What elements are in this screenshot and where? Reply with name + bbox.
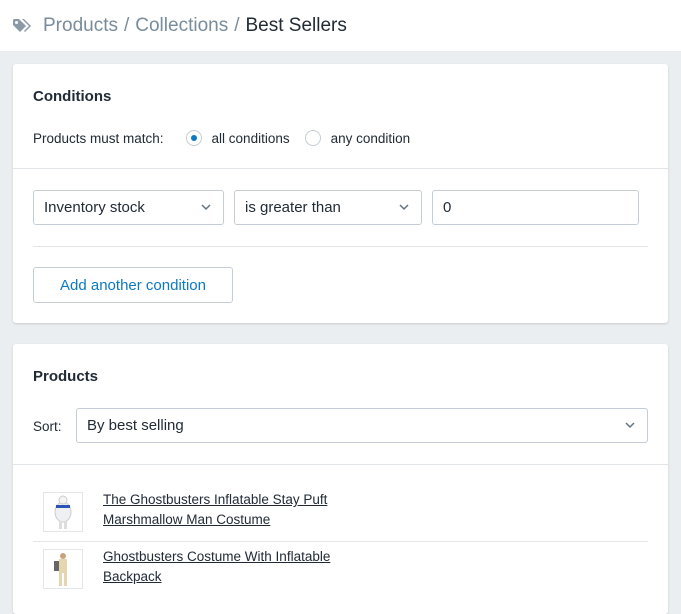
chevron-down-icon bbox=[625, 422, 635, 429]
radio-all-conditions[interactable] bbox=[185, 130, 202, 146]
breadcrumb-products[interactable]: Products bbox=[43, 14, 118, 36]
condition-operator-select[interactable]: is greater than bbox=[234, 190, 422, 225]
breadcrumb-collections[interactable]: Collections bbox=[135, 14, 229, 36]
radio-all-label[interactable]: all conditions bbox=[211, 130, 290, 146]
conditions-card: Conditions Products must match: all cond… bbox=[13, 64, 668, 323]
tag-icon bbox=[13, 18, 31, 32]
breadcrumb-separator: / bbox=[123, 14, 130, 36]
add-condition-button[interactable]: Add another condition bbox=[33, 267, 233, 303]
radio-any-label[interactable]: any condition bbox=[330, 130, 411, 146]
products-card: Products Sort: By best selling The Ghost… bbox=[13, 344, 668, 614]
product-thumbnail bbox=[43, 492, 83, 532]
product-link[interactable]: The Ghostbusters Inflatable Stay Puft Ma… bbox=[103, 492, 328, 527]
divider bbox=[13, 464, 668, 465]
chevron-down-icon bbox=[399, 204, 409, 211]
condition-field-select[interactable]: Inventory stock bbox=[33, 190, 224, 225]
match-label: Products must match: bbox=[33, 130, 164, 146]
divider bbox=[33, 246, 648, 247]
divider bbox=[13, 168, 668, 169]
product-link[interactable]: Ghostbusters Costume With Inflatable Bac… bbox=[103, 549, 331, 584]
breadcrumb: Products / Collections / Best Sellers bbox=[0, 0, 681, 51]
divider bbox=[33, 541, 648, 542]
condition-field-value: Inventory stock bbox=[44, 199, 145, 216]
radio-any-condition[interactable] bbox=[304, 130, 321, 146]
condition-value-input[interactable]: 0 bbox=[432, 190, 639, 225]
page-title: Best Sellers bbox=[245, 14, 347, 36]
chevron-down-icon bbox=[201, 204, 211, 211]
sort-label: Sort: bbox=[33, 419, 62, 434]
breadcrumb-separator: / bbox=[234, 14, 240, 36]
list-item: Ghostbusters Costume With Inflatable Bac… bbox=[43, 549, 363, 589]
conditions-title: Conditions bbox=[33, 88, 112, 105]
condition-value: 0 bbox=[443, 199, 452, 216]
match-row: Products must match: all conditions any … bbox=[33, 130, 410, 146]
sort-select[interactable]: By best selling bbox=[76, 408, 648, 443]
sort-value: By best selling bbox=[87, 417, 184, 434]
products-title: Products bbox=[33, 368, 99, 385]
product-thumbnail bbox=[43, 549, 83, 589]
condition-operator-value: is greater than bbox=[245, 199, 341, 216]
list-item: The Ghostbusters Inflatable Stay Puft Ma… bbox=[43, 492, 363, 532]
